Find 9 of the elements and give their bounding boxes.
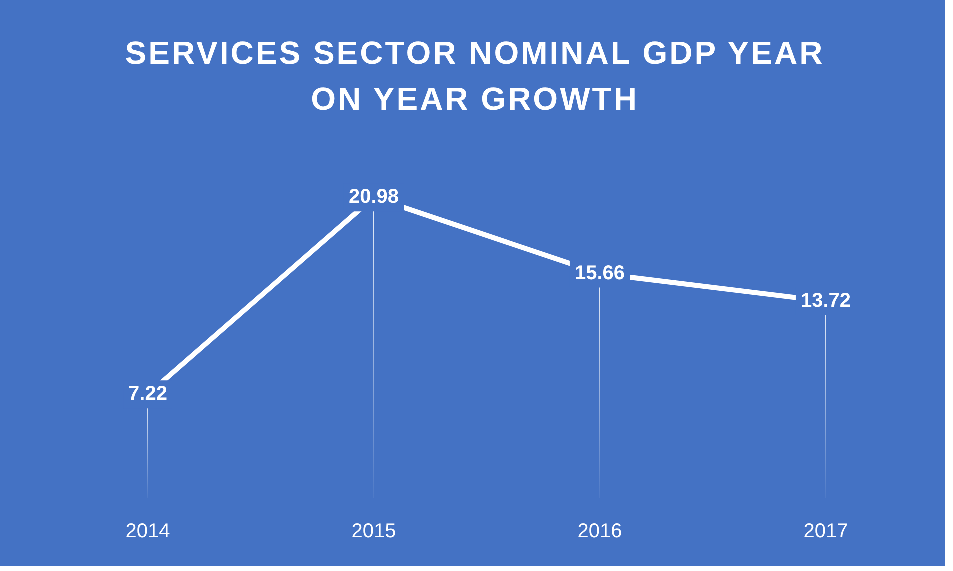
data-label: 13.72 bbox=[800, 290, 852, 312]
chart-title: SERVICES SECTOR NOMINAL GDP YEAR ON YEAR GROWTH bbox=[124, 34, 826, 119]
data-label: 7.22 bbox=[128, 383, 168, 406]
x-tick-label: 2016 bbox=[578, 520, 622, 543]
x-tick-label: 2015 bbox=[352, 520, 396, 543]
data-label: 20.98 bbox=[348, 186, 400, 208]
x-tick-label: 2017 bbox=[804, 520, 848, 543]
data-label: 15.66 bbox=[574, 262, 626, 284]
x-tick-label: 2014 bbox=[126, 520, 170, 543]
